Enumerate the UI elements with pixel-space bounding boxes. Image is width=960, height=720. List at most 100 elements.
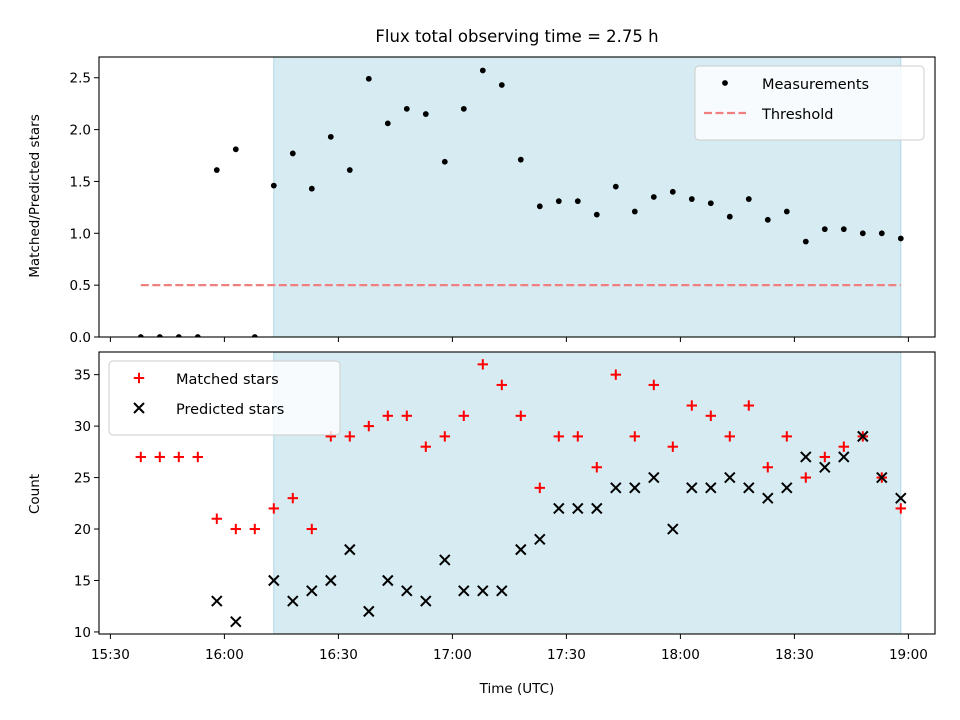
top-series0-point <box>783 208 790 215</box>
bottom-series1-point <box>306 585 318 597</box>
bottom-series0-point <box>686 400 697 411</box>
bottom-ytick-label: 30 <box>74 419 91 435</box>
bottom-series0-point <box>154 451 165 463</box>
bottom-series0-point <box>838 441 849 452</box>
top-legend-label: Threshold <box>761 107 833 123</box>
bottom-series0-point <box>781 431 792 442</box>
bottom-series1-point <box>344 543 356 556</box>
bottom-xtick-label: 15:30 <box>91 647 130 663</box>
top-legend: Measurements Threshold <box>694 65 925 141</box>
top-series0-point <box>517 156 524 163</box>
bottom-observing-window <box>273 351 902 635</box>
bottom-series1-point <box>420 595 432 607</box>
bottom-ytick-label: 35 <box>74 368 91 384</box>
bottom-series1-point <box>515 543 527 556</box>
bottom-series0-point <box>439 431 450 442</box>
bottom-series0-point <box>553 431 564 442</box>
bottom-series0-point <box>667 441 678 452</box>
top-series0-point <box>156 334 163 337</box>
bottom-series0-point <box>420 441 431 452</box>
bottom-xtick-label: 16:00 <box>205 647 244 663</box>
bottom-series0-point <box>344 431 355 442</box>
xlabel: Time (UTC) <box>479 681 555 697</box>
top-series0-point <box>403 105 410 112</box>
bottom-series1-point <box>838 451 850 463</box>
bottom-series0-point <box>705 410 716 422</box>
bottom-series1-point <box>686 482 698 494</box>
bottom-series0-point <box>230 523 241 535</box>
bottom-series1-point <box>287 595 299 607</box>
bottom-series1-point <box>439 554 451 566</box>
bottom-series1-point <box>648 471 660 484</box>
bottom-frame <box>98 351 936 635</box>
top-series0-point <box>745 196 752 202</box>
bottom-series0-point <box>192 451 203 463</box>
bottom-series1-point <box>743 482 755 494</box>
bottom-ytick-label: 20 <box>74 522 91 538</box>
bottom-series0-point <box>306 523 317 535</box>
bottom-series1-point <box>363 605 375 618</box>
bottom-series0-point <box>287 492 298 504</box>
bottom-series0-point <box>591 462 602 473</box>
bottom-series0-point <box>515 410 526 422</box>
top-series0-point <box>137 334 144 337</box>
bottom-series0-point <box>211 513 222 524</box>
bottom-series0-point <box>800 472 811 483</box>
bottom-series1-point <box>857 430 869 443</box>
bottom-series1-point <box>762 492 774 504</box>
bottom-series1-point <box>268 574 280 587</box>
top-series0-point <box>840 226 847 233</box>
bottom-series0-point <box>477 359 488 370</box>
top-series0-point <box>650 194 657 200</box>
top-series0-point <box>631 208 638 215</box>
bottom-marks <box>135 359 907 628</box>
top-ytick-label: 2.0 <box>70 123 91 139</box>
bottom-plot-area: 10 15 20 25 30 35 15:30 16:00 16:30 17:00 17:30 18:… <box>74 351 936 663</box>
bottom-series1-point <box>724 471 736 484</box>
top-series0-point <box>555 198 562 205</box>
bottom-series1-point <box>800 451 812 463</box>
top-series0-point <box>346 167 353 173</box>
top-legend-label: Measurements <box>762 77 869 93</box>
bottom-series1-point <box>629 482 641 494</box>
bottom-series1-point <box>705 482 717 494</box>
bottom-series1-point <box>610 482 622 494</box>
top-series0-point <box>669 188 676 195</box>
top-series0-point <box>441 158 448 165</box>
bottom-series1-point <box>382 574 394 587</box>
top-ytick-label: 0.5 <box>70 278 91 294</box>
bottom-series1-point <box>230 615 242 628</box>
bottom-xtick-label: 17:30 <box>547 647 586 663</box>
top-series0-point <box>422 111 429 117</box>
bottom-series0-point <box>819 451 830 463</box>
top-series0-point <box>289 150 296 157</box>
top-series0-point <box>707 200 714 207</box>
bottom-series0-point <box>173 451 184 463</box>
top-series0-point <box>897 235 904 242</box>
top-series0-point <box>251 334 258 337</box>
bottom-series0-point <box>895 503 906 514</box>
bottom-series0-point <box>743 400 754 411</box>
top-series0-point <box>365 75 372 82</box>
bottom-series0-point <box>648 379 659 391</box>
bottom-xtick-label: 17:00 <box>433 647 472 663</box>
bottom-series1-point <box>477 585 489 597</box>
top-ytick-label: 0.0 <box>70 330 91 346</box>
top-series0-point <box>498 82 505 88</box>
bottom-series0-point <box>135 451 146 463</box>
top-series0-point <box>612 183 619 190</box>
bottom-series0-point <box>610 369 621 380</box>
bottom-legend-label: Matched stars <box>176 372 279 388</box>
bottom-series1-point <box>572 502 584 515</box>
top-series0-point <box>764 216 771 223</box>
bottom-series0-point <box>458 410 469 422</box>
top-series0-point <box>536 203 543 210</box>
bottom-series0-point <box>363 420 374 432</box>
bottom-legend: Matched stars Predicted stars <box>108 360 341 436</box>
top-series0-point <box>194 334 201 337</box>
top-series0-point <box>175 334 182 337</box>
bottom-series1-point <box>781 482 793 494</box>
bottom-series0-point <box>762 462 773 473</box>
top-legend-box <box>694 65 925 141</box>
